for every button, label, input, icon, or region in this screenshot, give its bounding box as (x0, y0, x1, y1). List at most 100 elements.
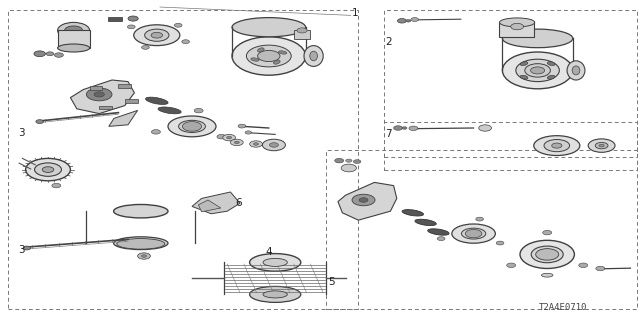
Ellipse shape (531, 67, 545, 74)
Ellipse shape (35, 163, 61, 176)
Ellipse shape (273, 60, 280, 64)
Ellipse shape (520, 62, 528, 66)
Ellipse shape (278, 51, 287, 54)
Text: 7: 7 (385, 129, 392, 139)
Text: 3: 3 (18, 244, 24, 255)
Circle shape (536, 249, 559, 260)
Circle shape (174, 23, 182, 27)
Text: 2: 2 (385, 36, 392, 47)
Ellipse shape (402, 210, 424, 216)
Ellipse shape (428, 229, 449, 235)
Circle shape (253, 143, 259, 145)
FancyBboxPatch shape (58, 30, 90, 48)
Circle shape (335, 158, 344, 163)
Circle shape (94, 92, 104, 97)
Polygon shape (70, 80, 134, 114)
Circle shape (341, 164, 356, 172)
Ellipse shape (246, 45, 291, 67)
Circle shape (409, 126, 418, 131)
Circle shape (234, 141, 239, 144)
Circle shape (230, 139, 243, 146)
Circle shape (543, 230, 552, 235)
FancyBboxPatch shape (118, 84, 131, 88)
Ellipse shape (145, 97, 168, 104)
Ellipse shape (534, 136, 580, 156)
Bar (384, 10, 637, 157)
Ellipse shape (179, 120, 205, 132)
Ellipse shape (117, 239, 165, 249)
Ellipse shape (499, 18, 535, 27)
Ellipse shape (42, 167, 54, 172)
Bar (326, 150, 637, 309)
Ellipse shape (544, 140, 570, 152)
Ellipse shape (552, 143, 562, 148)
Ellipse shape (572, 66, 580, 75)
Ellipse shape (145, 29, 169, 41)
Bar (384, 122, 637, 170)
FancyBboxPatch shape (99, 106, 112, 109)
Circle shape (217, 134, 226, 139)
Circle shape (141, 255, 147, 257)
Circle shape (476, 217, 483, 221)
Circle shape (297, 28, 307, 33)
Ellipse shape (250, 286, 301, 302)
Circle shape (36, 120, 44, 124)
Polygon shape (192, 192, 240, 214)
Circle shape (52, 183, 61, 188)
Text: 1: 1 (352, 8, 358, 19)
Ellipse shape (263, 259, 287, 266)
Text: 5: 5 (328, 276, 335, 287)
Ellipse shape (547, 75, 555, 79)
Circle shape (141, 45, 149, 49)
Circle shape (23, 246, 31, 250)
Ellipse shape (525, 64, 550, 77)
Text: 6: 6 (236, 198, 242, 208)
Ellipse shape (263, 291, 287, 298)
Ellipse shape (567, 61, 585, 80)
Ellipse shape (26, 158, 70, 181)
Circle shape (479, 125, 492, 131)
Ellipse shape (134, 25, 180, 46)
Circle shape (352, 194, 375, 206)
Circle shape (507, 263, 516, 268)
Ellipse shape (599, 144, 604, 147)
Ellipse shape (595, 142, 608, 149)
Ellipse shape (232, 18, 306, 37)
Ellipse shape (415, 219, 436, 226)
Circle shape (402, 127, 407, 129)
Circle shape (262, 139, 285, 151)
Circle shape (406, 20, 411, 22)
Bar (8, 10, 358, 309)
Circle shape (250, 141, 262, 147)
Circle shape (238, 124, 246, 128)
FancyBboxPatch shape (108, 17, 122, 21)
Ellipse shape (250, 253, 301, 271)
Ellipse shape (520, 75, 528, 79)
Circle shape (496, 241, 504, 245)
Circle shape (128, 16, 138, 21)
Ellipse shape (151, 32, 163, 38)
Circle shape (46, 52, 54, 56)
Ellipse shape (114, 237, 168, 250)
Ellipse shape (502, 52, 573, 89)
Circle shape (223, 134, 236, 141)
Ellipse shape (158, 107, 181, 114)
Circle shape (411, 18, 419, 21)
Ellipse shape (251, 58, 259, 61)
Text: T2A4E0710: T2A4E0710 (539, 303, 588, 312)
Circle shape (465, 229, 482, 238)
Ellipse shape (516, 59, 559, 82)
Polygon shape (338, 182, 397, 220)
FancyBboxPatch shape (125, 99, 138, 103)
Ellipse shape (520, 240, 575, 268)
Ellipse shape (65, 26, 83, 35)
Ellipse shape (232, 37, 306, 75)
Ellipse shape (310, 51, 317, 61)
Circle shape (182, 122, 202, 131)
Circle shape (394, 126, 403, 130)
Circle shape (138, 253, 150, 259)
Ellipse shape (541, 273, 553, 277)
Ellipse shape (304, 46, 323, 67)
Ellipse shape (547, 62, 555, 66)
FancyBboxPatch shape (294, 30, 310, 39)
